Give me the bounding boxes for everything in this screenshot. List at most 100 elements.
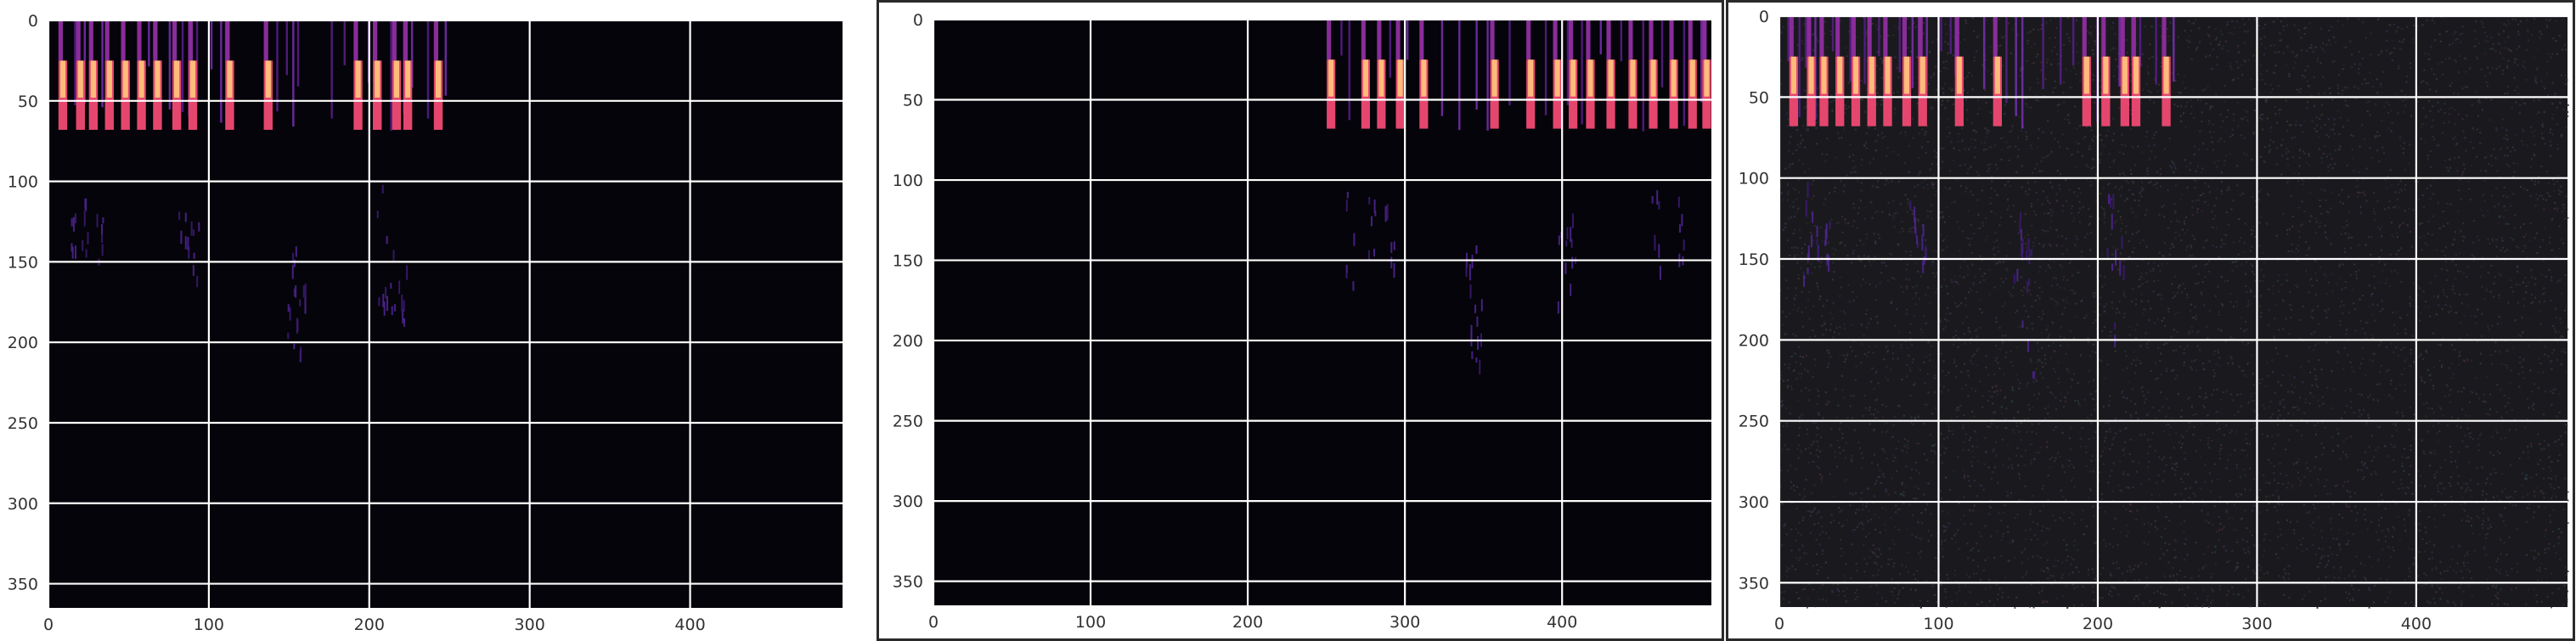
noise-pixel (2562, 335, 2564, 338)
noise-pixel (2150, 522, 2153, 525)
noise-pixel (2315, 221, 2318, 223)
streak-segment (196, 276, 199, 288)
noise-pixel (2526, 19, 2528, 21)
noise-pixel (2448, 121, 2450, 123)
noise-pixel (2540, 563, 2542, 565)
noise-pixel (2430, 150, 2432, 152)
noise-pixel (2167, 39, 2169, 42)
noise-pixel (2349, 388, 2352, 391)
streak-segment (1570, 239, 1573, 248)
noise-pixel (2233, 241, 2235, 244)
noise-pixel (1821, 153, 1823, 155)
noise-pixel (2134, 595, 2137, 598)
noise-pixel (2018, 430, 2021, 433)
noise-pixel (2320, 46, 2322, 48)
noise-pixel (2301, 49, 2303, 52)
noise-pixel (2346, 597, 2348, 599)
noise-pixel (2048, 334, 2050, 336)
noise-pixel (2564, 477, 2567, 480)
noise-pixel (2505, 524, 2507, 526)
noise-pixel (1990, 535, 1993, 537)
noise-pixel (1835, 156, 1837, 159)
noise-pixel (2407, 259, 2410, 261)
noise-pixel (1869, 201, 1872, 204)
noise-pixel (1901, 564, 1903, 566)
noise-pixel (2399, 177, 2402, 180)
noise-pixel (2421, 585, 2423, 588)
noise-pixel (1855, 509, 1857, 510)
noise-pixel (2524, 276, 2527, 278)
noise-pixel (2212, 389, 2215, 391)
streak-segment (1393, 241, 1395, 250)
noise-pixel (2529, 166, 2532, 169)
noise-pixel (2007, 466, 2010, 469)
noise-pixel (2260, 73, 2263, 76)
noise-pixel (2551, 53, 2554, 55)
noise-pixel (2128, 453, 2131, 455)
noise-pixel (2528, 345, 2530, 347)
noise-pixel (2340, 233, 2342, 236)
noise-pixel (2406, 314, 2409, 317)
noise-pixel (2185, 430, 2188, 432)
noise-pixel (2325, 341, 2328, 344)
noise-pixel (1996, 393, 1998, 396)
noise-pixel (2309, 191, 2312, 194)
noise-pixel (2233, 78, 2235, 81)
noise-pixel (2394, 191, 2397, 194)
noise-pixel (2305, 50, 2308, 53)
noise-pixel (2430, 379, 2432, 381)
noise-pixel (1938, 574, 1941, 576)
noise-pixel (1819, 587, 1822, 589)
noise-pixel (2214, 562, 2217, 565)
noise-pixel (2501, 118, 2504, 121)
noise-pixel (2244, 110, 2246, 112)
noise-pixel (2545, 581, 2548, 583)
noise-pixel (1959, 404, 1962, 407)
noise-pixel (2331, 25, 2333, 28)
noise-pixel (1885, 458, 1888, 460)
noise-pixel (1992, 19, 1994, 21)
noise-pixel (2319, 222, 2321, 224)
noise-pixel (2562, 48, 2563, 51)
noise-pixel (2432, 598, 2435, 600)
noise-pixel (2122, 471, 2124, 473)
noise-pixel (2501, 127, 2504, 129)
noise-pixel (2153, 261, 2156, 264)
noise-pixel (2066, 33, 2069, 36)
noise-pixel (1966, 76, 1969, 77)
noise-pixel (2399, 479, 2402, 481)
noise-pixel (2009, 458, 2010, 460)
heatmap-panel-2: 0 100 200 300 400 0 50 100 150 200 250 300 350 (877, 0, 1724, 641)
gridlines (47, 19, 843, 608)
noise-pixel (2444, 261, 2447, 263)
noise-pixel (2066, 559, 2068, 562)
noise-pixel (2466, 486, 2469, 488)
noise-pixel (2082, 585, 2084, 588)
noise-pixel (2029, 463, 2032, 465)
column-core (435, 60, 442, 98)
streak-segment (1469, 284, 1472, 299)
noise-pixel (2480, 432, 2483, 435)
noise-pixel (2148, 319, 2150, 321)
noise-pixel (1991, 423, 1993, 425)
noise-pixel (1907, 571, 1909, 573)
noise-pixel (2090, 34, 2093, 37)
noise-pixel (2280, 284, 2283, 286)
noise-pixel (2523, 60, 2526, 63)
noise-pixel (2199, 439, 2201, 441)
noise-pixel (2285, 64, 2287, 66)
noise-pixel (2195, 542, 2197, 543)
noise-pixel (1795, 468, 1797, 470)
noise-pixel (2404, 357, 2407, 360)
noise-pixel (1818, 543, 1821, 546)
noise-pixel (2275, 490, 2278, 492)
noise-pixel (2327, 308, 2330, 311)
noise-pixel (1957, 132, 1959, 135)
noise-pixel (2024, 548, 2026, 550)
noise-pixel (2393, 458, 2395, 461)
noise-pixel (1931, 264, 1934, 267)
noise-pixel (1860, 521, 1863, 524)
noise-pixel (2355, 186, 2358, 188)
noise-pixel (2427, 430, 2430, 433)
noise-pixel (1846, 355, 1848, 357)
